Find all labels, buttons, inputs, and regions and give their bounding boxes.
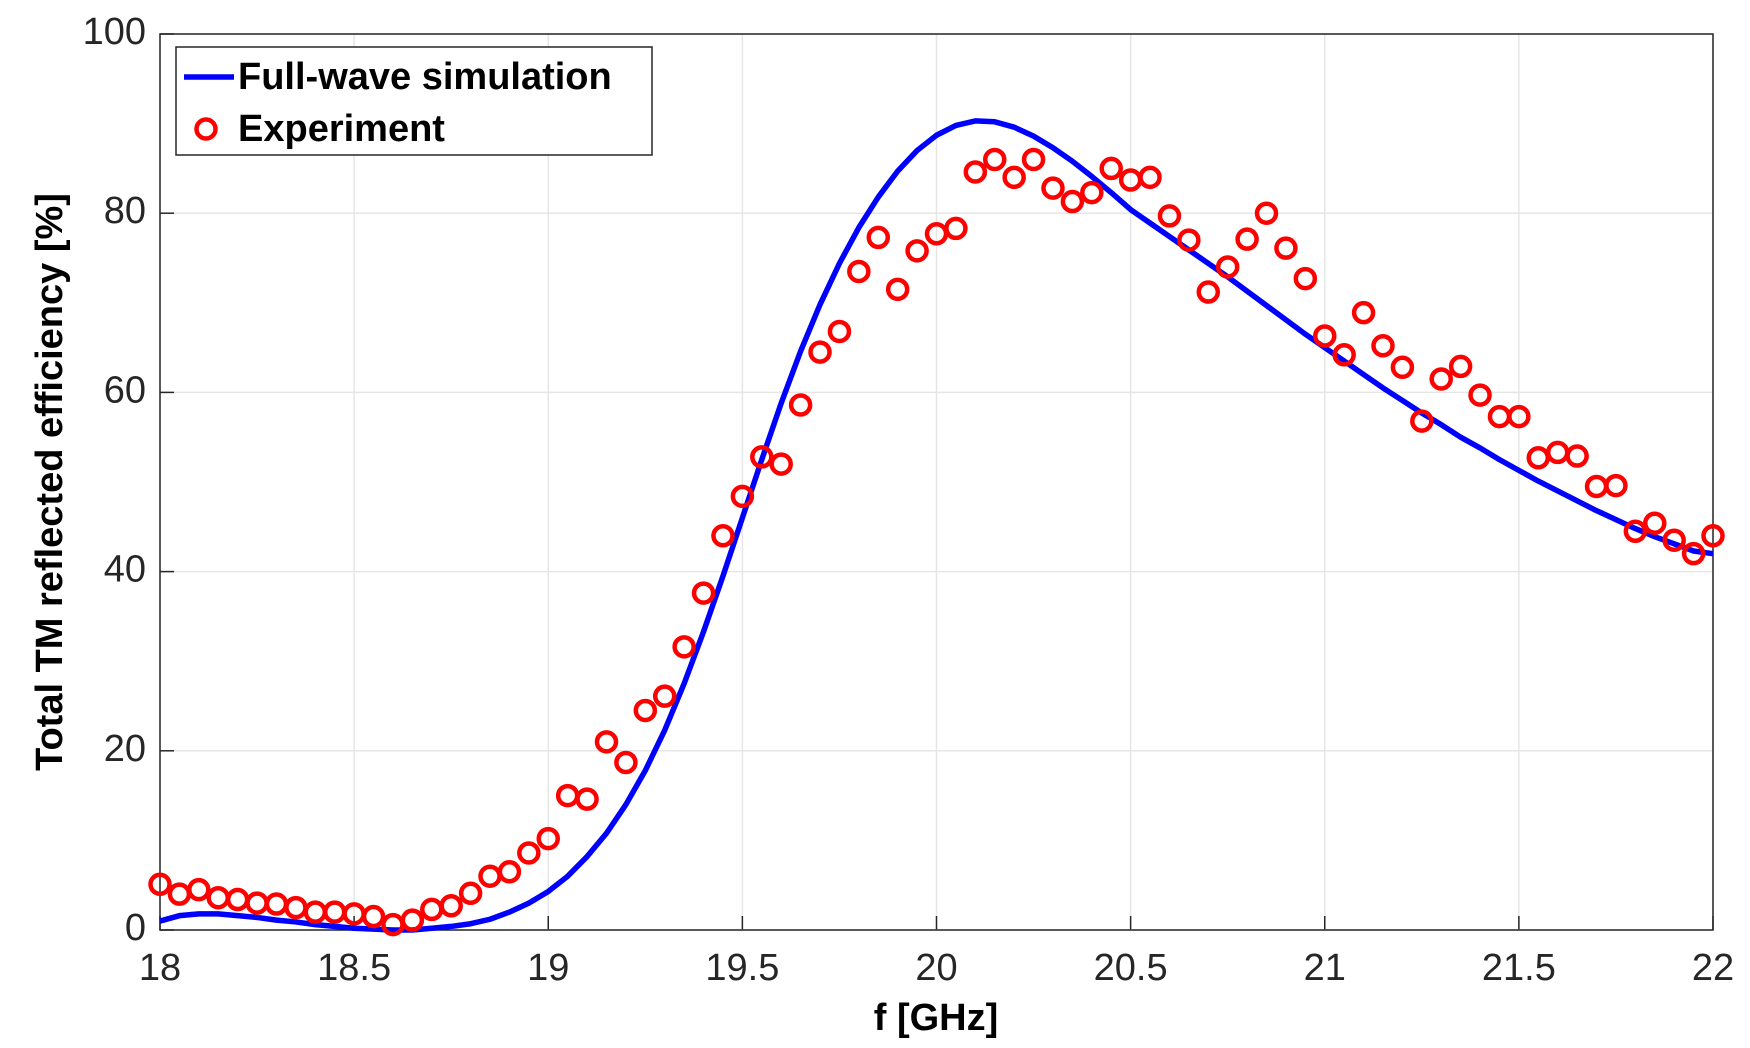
data-point — [439, 894, 463, 918]
legend-label: Full-wave simulation — [238, 56, 612, 98]
data-point — [361, 904, 386, 929]
data-point — [1507, 404, 1531, 429]
data-point — [652, 684, 677, 708]
data-point — [1468, 383, 1492, 407]
y-tick-label: 0 — [125, 907, 146, 949]
data-point — [1662, 528, 1686, 552]
data-point — [1060, 189, 1085, 214]
data-point — [711, 524, 735, 548]
y-tick-label: 80 — [104, 190, 146, 232]
x-axis-label: f [GHz] — [874, 997, 999, 1039]
data-point — [1565, 444, 1589, 468]
data-point — [885, 277, 910, 302]
data-point — [1429, 367, 1453, 391]
y-tick-label: 60 — [104, 369, 146, 411]
y-axis-label: Total TM reflected efficiency [%] — [29, 193, 71, 771]
axes-box — [159, 33, 1714, 931]
data-point — [1681, 541, 1706, 566]
x-tick-label: 21 — [1304, 947, 1346, 989]
data-point — [730, 484, 755, 509]
y-tick-label: 20 — [104, 728, 146, 770]
data-point — [1138, 165, 1162, 190]
x-tick-label: 18.5 — [317, 947, 391, 989]
x-tick-label: 21.5 — [1482, 947, 1556, 989]
data-point — [1215, 255, 1240, 279]
data-point — [1235, 227, 1259, 251]
data-point — [788, 393, 813, 417]
data-point — [1701, 524, 1725, 548]
data-point — [1351, 300, 1376, 325]
data-point — [769, 452, 793, 476]
data-point — [1604, 473, 1628, 498]
data-point — [1448, 354, 1473, 379]
data-point — [672, 635, 696, 659]
x-tick-label: 19.5 — [705, 947, 779, 989]
data-point — [963, 160, 988, 184]
data-point — [808, 340, 832, 364]
data-point — [750, 445, 774, 469]
data-point — [187, 877, 211, 902]
data-point — [536, 826, 560, 851]
data-point — [594, 730, 619, 754]
data-point — [827, 319, 852, 344]
data-point — [1099, 156, 1123, 181]
data-point — [1332, 343, 1356, 367]
data-point — [866, 225, 891, 250]
data-point — [905, 239, 929, 263]
data-point — [1293, 266, 1318, 291]
data-point — [1021, 147, 1046, 172]
x-tick-label: 22 — [1692, 947, 1734, 989]
data-point — [1313, 324, 1337, 348]
y-tick-label: 100 — [83, 11, 146, 53]
x-tick-label: 18 — [139, 947, 181, 989]
data-point — [1177, 228, 1201, 252]
data-point — [1080, 180, 1104, 205]
data-point — [517, 841, 541, 865]
data-point — [1643, 511, 1667, 535]
data-point — [497, 860, 522, 884]
data-point — [1041, 176, 1065, 200]
data-point — [614, 750, 638, 775]
data-point — [944, 216, 968, 241]
x-tick-label: 20 — [915, 947, 957, 989]
data-point — [575, 787, 599, 811]
data-point — [1157, 204, 1182, 228]
data-point — [1623, 519, 1648, 544]
legend-box — [175, 46, 653, 156]
x-tick-label: 20.5 — [1094, 947, 1168, 989]
data-point — [458, 881, 483, 906]
data-point — [1410, 409, 1434, 433]
legend-label: Experiment — [238, 108, 445, 150]
data-point — [1274, 236, 1298, 260]
data-point — [982, 147, 1007, 172]
data-point — [1196, 280, 1221, 304]
data-point — [633, 698, 658, 723]
x-tick-label: 19 — [527, 947, 569, 989]
data-point — [691, 581, 716, 605]
data-point — [400, 908, 425, 932]
data-point — [1254, 201, 1279, 225]
legend: Full-wave simulation Experiment — [175, 46, 653, 156]
data-point — [1371, 334, 1395, 358]
data-point — [148, 872, 172, 897]
data-point — [847, 259, 871, 284]
y-tick-label: 40 — [104, 549, 146, 591]
data-point — [1002, 165, 1026, 190]
legend-marker — [194, 117, 218, 141]
data-point — [1390, 355, 1415, 380]
